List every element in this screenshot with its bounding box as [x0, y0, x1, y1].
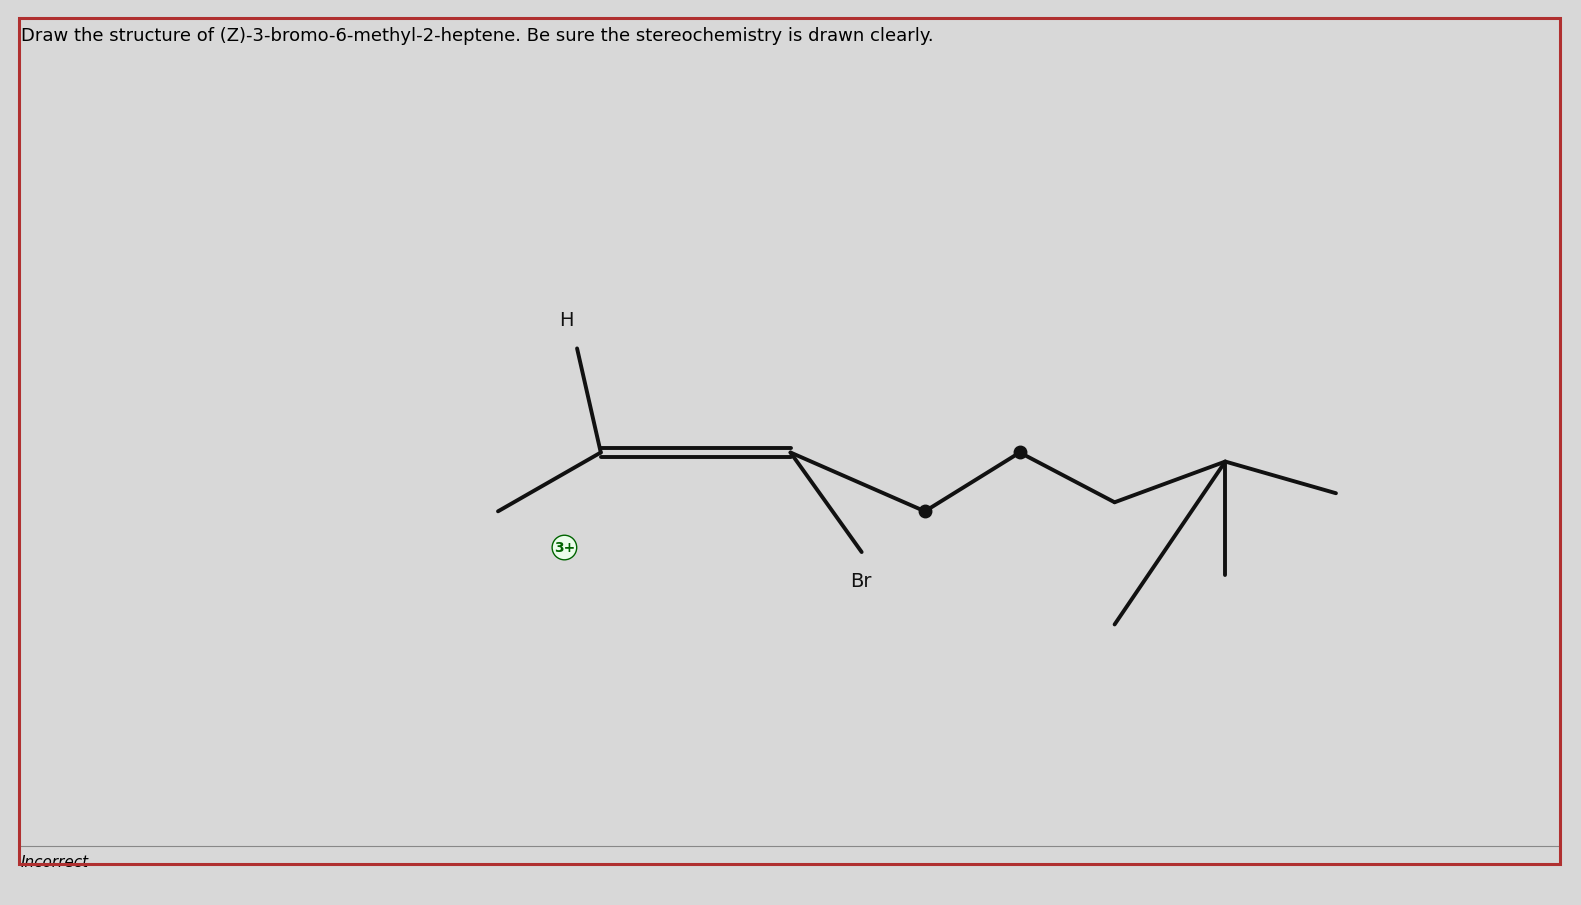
Text: Draw the structure of (Z)-3-bromo-6-methyl-2-heptene. Be sure the stereochemistr: Draw the structure of (Z)-3-bromo-6-meth…: [21, 27, 933, 45]
Text: Incorrect: Incorrect: [21, 855, 89, 871]
Text: H: H: [553, 538, 569, 557]
Text: Br: Br: [851, 572, 873, 591]
Text: H: H: [558, 311, 574, 330]
Text: 3+: 3+: [553, 540, 575, 555]
